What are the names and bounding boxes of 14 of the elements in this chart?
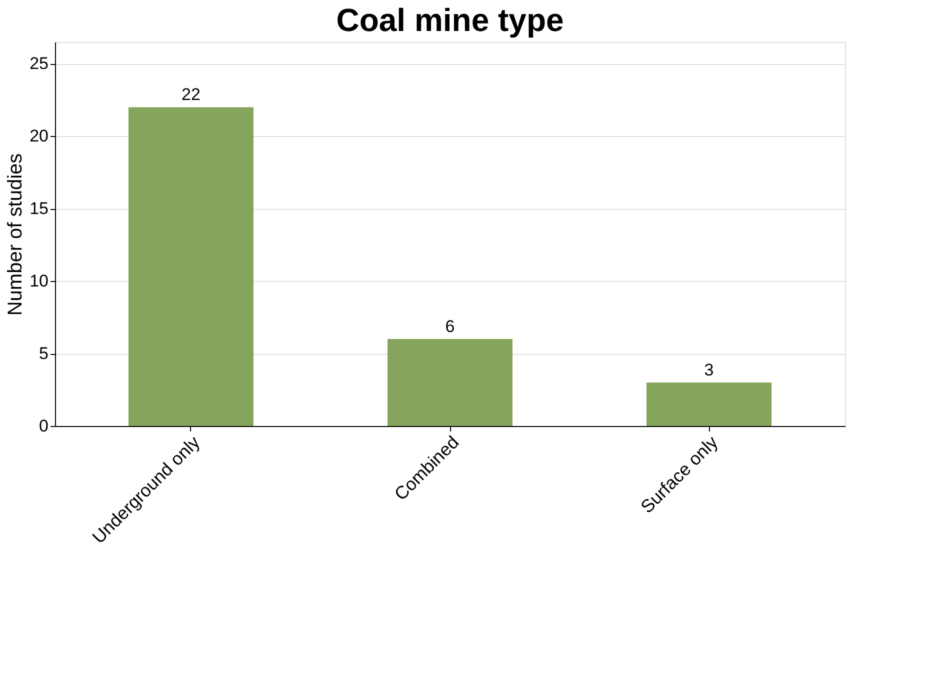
data-label: 22	[182, 85, 200, 104]
bar	[388, 339, 512, 426]
y-tick-label: 10	[30, 272, 48, 291]
y-tick-label: 0	[39, 416, 48, 436]
y-tick-label: 20	[30, 126, 48, 146]
y-tick-label: 15	[30, 199, 48, 218]
chart-title: Coal mine type	[336, 2, 564, 38]
bar	[646, 382, 772, 426]
y-tick-label: 5	[39, 344, 48, 364]
data-label: 3	[704, 360, 714, 380]
y-tick-label: 25	[30, 54, 48, 74]
bar	[128, 107, 254, 426]
data-label: 6	[445, 317, 455, 336]
y-axis-title: Number of studies	[4, 153, 27, 316]
